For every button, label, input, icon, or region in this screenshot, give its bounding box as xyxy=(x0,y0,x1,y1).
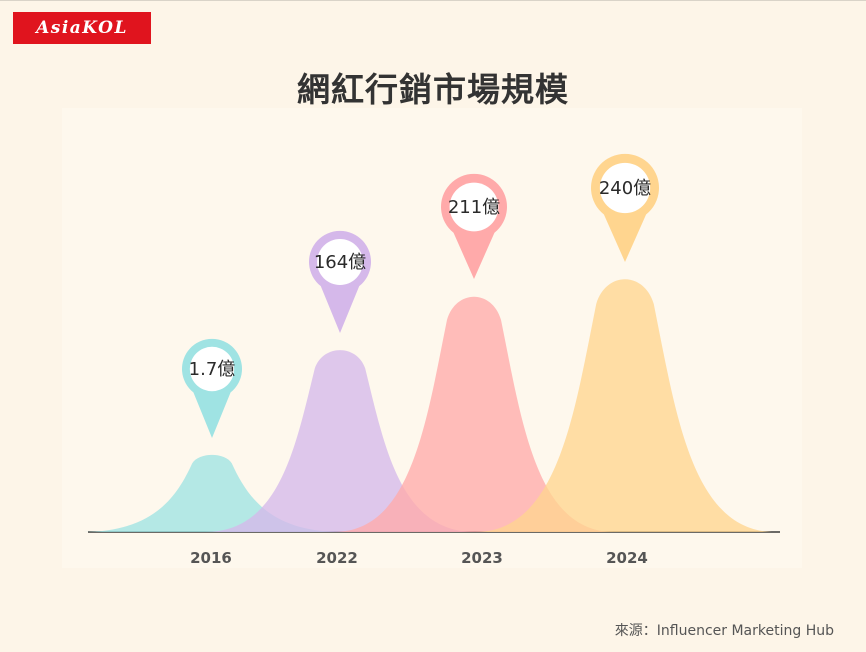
curve-layer xyxy=(82,279,775,532)
pin-inner-circle xyxy=(189,346,235,392)
data-label-2016: 1.7億 xyxy=(189,359,236,380)
data-label-2023: 211億 xyxy=(448,197,500,218)
curve-2023 xyxy=(334,296,614,532)
logo-text: AsiaKOL xyxy=(36,18,128,38)
x-tick-label: 2023 xyxy=(461,549,503,567)
data-label-2022: 164億 xyxy=(314,252,366,273)
asiakol-logo[interactable]: AsiaKOL xyxy=(13,12,151,44)
x-tick-label: 2016 xyxy=(190,549,232,567)
source-note: 來源：Influencer Marketing Hub xyxy=(614,623,834,639)
chart-title: 網紅行銷市場規模 xyxy=(297,70,569,109)
pin-layer: 1.7億 164億 211億 240億 xyxy=(182,153,659,438)
top-divider xyxy=(0,0,866,1)
curve-2024 xyxy=(475,279,775,532)
x-tick-label: 2022 xyxy=(316,549,358,567)
pin-inner-circle xyxy=(599,162,651,214)
data-label-2024: 240億 xyxy=(599,178,651,199)
tick-layer: 2016 2022 2023 2024 xyxy=(190,549,648,567)
curve-2016 xyxy=(82,454,342,532)
x-tick-label: 2024 xyxy=(606,549,648,567)
pin-inner-circle xyxy=(449,182,499,232)
pin-inner-circle xyxy=(317,239,363,285)
curve-2022 xyxy=(205,350,475,532)
